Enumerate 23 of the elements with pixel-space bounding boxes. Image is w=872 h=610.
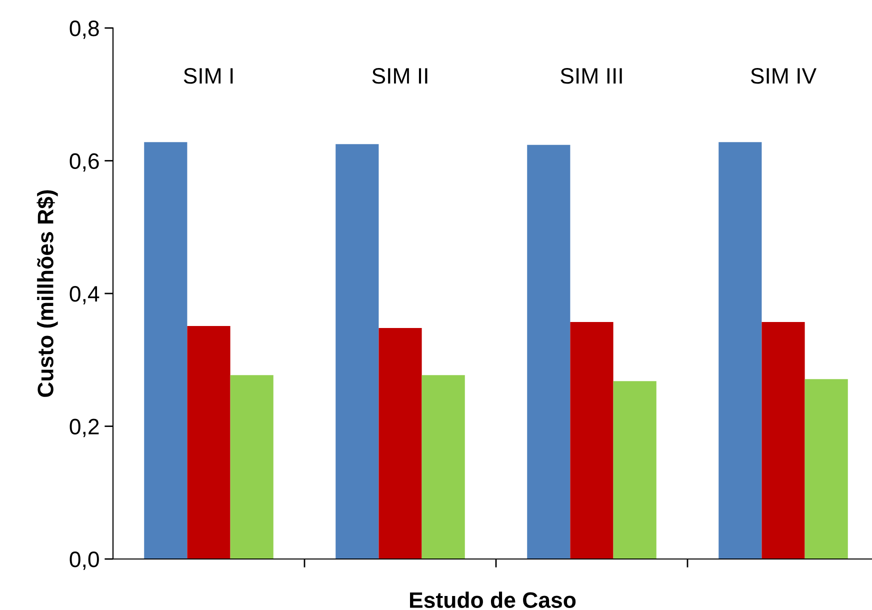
- bar: [613, 381, 656, 559]
- y-tick-label: 0,6: [70, 153, 99, 172]
- bar: [804, 379, 848, 559]
- x-axis-title: Estudo de Caso: [410, 592, 576, 608]
- bar: [762, 322, 805, 559]
- y-axis-title: Custo (millhões R$): [36, 190, 58, 397]
- bar: [144, 142, 188, 559]
- bar: [718, 142, 762, 559]
- bar: [230, 375, 274, 559]
- bar: [336, 144, 379, 559]
- y-tick-label: 0,4: [70, 286, 100, 304]
- y-tick-label: 0,2: [70, 418, 99, 438]
- bar: [187, 326, 230, 559]
- bar: [378, 328, 422, 559]
- x-tick-label: SIM IV: [750, 68, 816, 84]
- x-tick-label: SIM I: [184, 68, 233, 84]
- y-tick-label: 0,8: [70, 20, 99, 39]
- y-tick-label: 0,0: [70, 552, 99, 570]
- bar: [422, 375, 465, 559]
- x-tick-label: SIM III: [560, 68, 622, 84]
- x-tick-label: SIM II: [372, 68, 428, 84]
- bar: [570, 322, 614, 559]
- bar: [527, 144, 570, 559]
